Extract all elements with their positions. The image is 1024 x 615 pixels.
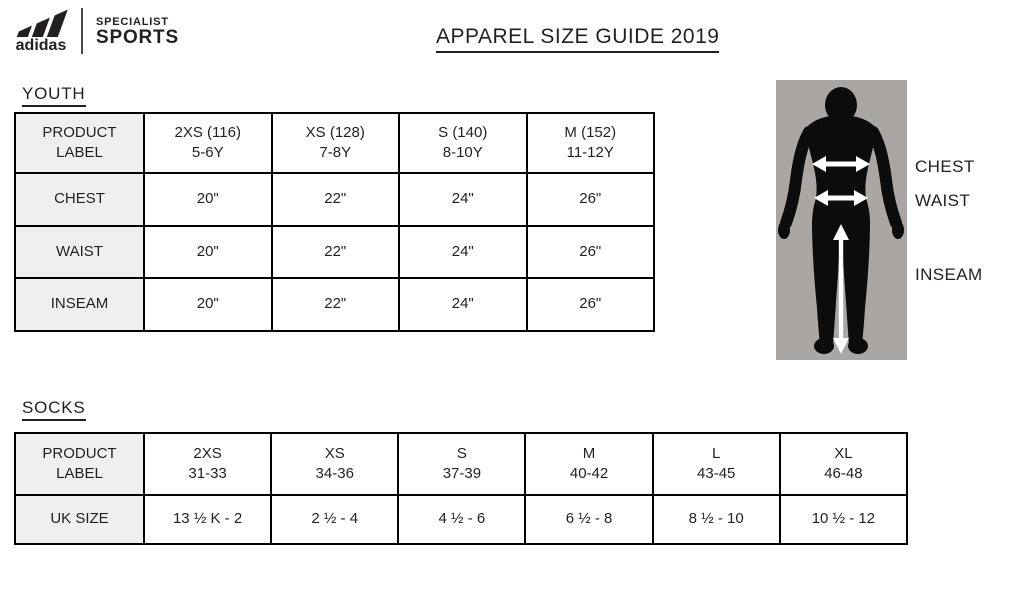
logo-divider bbox=[81, 8, 83, 54]
header-cell: XL 46-48 bbox=[778, 432, 909, 496]
table-row: CHEST 20" 22" 24" 26" bbox=[14, 172, 655, 227]
value-cell: 26" bbox=[525, 277, 655, 332]
socks-size-table: PRODUCT LABEL 2XS 31-33 XS 34-36 S 37-39 M 40-42 L… bbox=[14, 432, 909, 545]
socks-section-heading: SOCKS bbox=[22, 398, 86, 421]
value-cell: 24" bbox=[398, 224, 528, 280]
inseam-arrow bbox=[833, 224, 849, 354]
value-cell: 20" bbox=[143, 224, 273, 280]
header-cell: 2XS 31-33 bbox=[142, 432, 273, 496]
table-row: WAIST 20" 22" 24" 26" bbox=[14, 224, 655, 280]
youth-section-heading: YOUTH bbox=[22, 84, 86, 107]
header-cell: S 37-39 bbox=[397, 432, 527, 496]
value-cell: 24" bbox=[398, 172, 528, 227]
value-cell: 20" bbox=[143, 277, 273, 332]
value-cell: 4 ½ - 6 bbox=[397, 494, 527, 545]
body-silhouette bbox=[778, 87, 904, 354]
diagram-inseam-label: INSEAM bbox=[915, 265, 983, 284]
value-cell: 8 ½ - 10 bbox=[651, 494, 781, 545]
adidas-wordmark: adidas bbox=[15, 36, 67, 54]
value-cell: 22" bbox=[270, 224, 400, 280]
header-cell: XS 34-36 bbox=[270, 432, 400, 496]
partner-line1: SPECIALIST bbox=[96, 15, 169, 28]
header-row: PRODUCT LABEL 2XS (116) 5-6Y XS (128) 7-8Y S (… bbox=[14, 112, 655, 174]
partner-line2: SPORTS bbox=[96, 26, 179, 48]
value-cell: 26" bbox=[525, 172, 655, 227]
header-cell: PRODUCT LABEL bbox=[14, 112, 145, 174]
value-cell: 10 ½ - 12 bbox=[778, 494, 909, 545]
adidas-stripes-graphic bbox=[11, 8, 69, 37]
row-label-cell: UK SIZE bbox=[14, 494, 145, 545]
header-cell: S (140) 8-10Y bbox=[398, 112, 528, 174]
header-cell: L 43-45 bbox=[651, 432, 781, 496]
header-cell: M (152) 11-12Y bbox=[525, 112, 655, 174]
header-cell: 2XS (116) 5-6Y bbox=[143, 112, 273, 174]
youth-size-table: PRODUCT LABEL 2XS (116) 5-6Y XS (128) 7-8Y S (… bbox=[14, 112, 655, 332]
adidas-stripes-icon: adidas bbox=[10, 8, 72, 54]
chest-arrow bbox=[812, 156, 870, 172]
header-cell: XS (128) 7-8Y bbox=[270, 112, 400, 174]
diagram-chest-label: CHEST bbox=[915, 157, 975, 176]
row-label-cell: WAIST bbox=[14, 224, 145, 280]
page-title: APPAREL SIZE GUIDE 2019 bbox=[436, 25, 720, 53]
value-cell: 6 ½ - 8 bbox=[524, 494, 654, 545]
header-cell: PRODUCT LABEL bbox=[14, 432, 145, 496]
value-cell: 24" bbox=[398, 277, 528, 332]
value-cell: 22" bbox=[270, 277, 400, 332]
value-cell: 22" bbox=[270, 172, 400, 227]
value-cell: 20" bbox=[143, 172, 273, 227]
header-row: PRODUCT LABEL 2XS 31-33 XS 34-36 S 37-39 M 40-42 L… bbox=[14, 432, 909, 496]
partner-logo-text: SPECIALIST SPORTS bbox=[96, 16, 179, 47]
table-row: INSEAM 20" 22" 24" 26" bbox=[14, 277, 655, 332]
adidas-logo: adidas SPECIALIST SPORTS bbox=[10, 8, 179, 54]
value-cell: 13 ½ K - 2 bbox=[142, 494, 273, 545]
row-label-cell: CHEST bbox=[14, 172, 145, 227]
body-measurement-diagram bbox=[776, 80, 907, 360]
waist-arrow bbox=[814, 190, 868, 206]
header-cell: M 40-42 bbox=[524, 432, 654, 496]
value-cell: 2 ½ - 4 bbox=[270, 494, 400, 545]
row-label-cell: INSEAM bbox=[14, 277, 145, 332]
value-cell: 26" bbox=[525, 224, 655, 280]
diagram-waist-label: WAIST bbox=[915, 191, 971, 210]
